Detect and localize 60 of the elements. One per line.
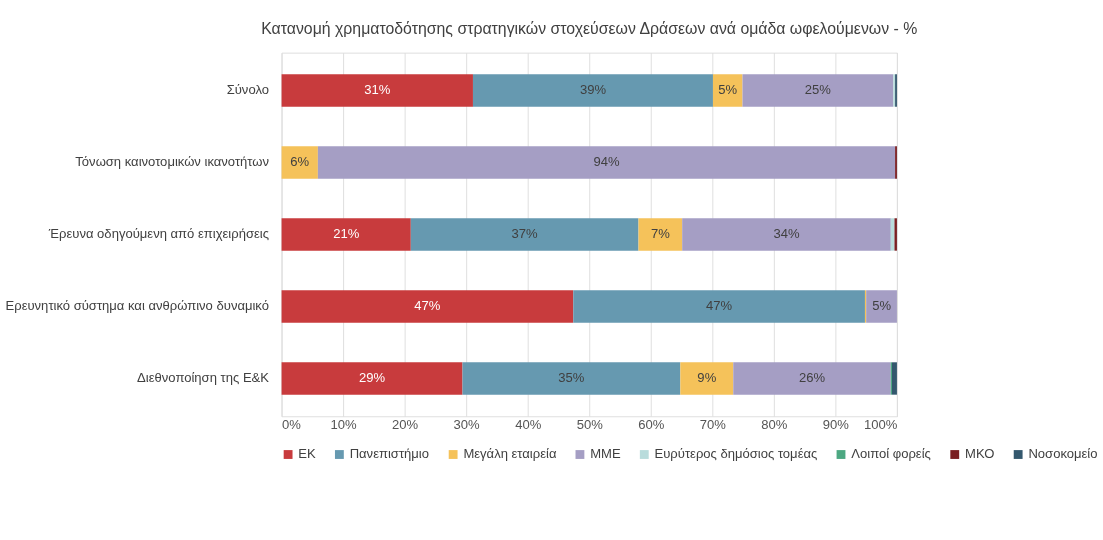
y-tick-label: Τόνωση καινοτομικών ικανοτήτων: [75, 154, 270, 170]
data-label: 25%: [804, 82, 832, 98]
data-label: 47%: [706, 298, 733, 314]
bar: [281, 74, 473, 107]
bar: [281, 290, 574, 323]
y-tick-label: Διεθνοποίηση της Ε&Κ: [137, 370, 270, 386]
bar: [682, 218, 891, 251]
x-tick-label: 80%: [761, 416, 788, 432]
legend-label: Μεγάλη εταιρεία: [463, 446, 557, 462]
x-tick-label: 90%: [822, 416, 850, 432]
legend-label: ΜΜΕ: [590, 446, 621, 462]
x-tick-label: 40%: [515, 416, 542, 432]
data-label: 9%: [697, 370, 717, 386]
legend-label: Πανεπιστήμιο: [349, 446, 429, 462]
bar: [410, 218, 639, 251]
x-tick-label: 60%: [638, 416, 665, 432]
legend-label: ΜΚΟ: [965, 446, 995, 462]
legend-label: ΕΚ: [298, 446, 317, 462]
legend-label: Ευρύτερος δημόσιος τομέας: [654, 446, 818, 462]
data-label: 34%: [773, 226, 800, 242]
bar: [638, 218, 683, 251]
bar: [892, 362, 897, 395]
legend-label: Νοσοκομείο: [1028, 446, 1098, 462]
x-tick-label: 70%: [699, 416, 727, 432]
bar: [573, 290, 865, 323]
bar: [462, 362, 681, 395]
bar: [281, 146, 318, 179]
data-label: 37%: [511, 226, 539, 242]
y-tick-label: Ερευνητικό σύστημα και ανθρώπινο δυναμικό: [5, 298, 269, 314]
bar: [680, 362, 734, 395]
chart-title: Κατανομή χρηματοδότησης στρατηγικών στοχεύσεων Δράσεων ανά ομάδα ωφελούμενων - %: [261, 20, 918, 38]
data-label: 39%: [579, 82, 607, 98]
data-label: 94%: [593, 154, 620, 170]
data-label: 6%: [290, 154, 310, 170]
x-tick-label: 20%: [392, 416, 419, 432]
x-tick-label: 50%: [576, 416, 604, 432]
data-label: 47%: [414, 298, 441, 314]
data-label: 5%: [872, 298, 892, 314]
y-tick-label: Σύνολο: [226, 82, 269, 98]
bar: [281, 362, 463, 395]
bar: [866, 290, 897, 323]
legend-label: Λοιποί φορείς: [851, 446, 931, 462]
bar: [281, 218, 411, 251]
data-label: 31%: [364, 82, 391, 98]
x-tick-label: 30%: [453, 416, 481, 432]
data-label: 35%: [558, 370, 585, 386]
bar: [317, 146, 896, 179]
bar: [742, 74, 894, 107]
data-label: 5%: [718, 82, 738, 98]
x-tick-label: 0%: [282, 416, 302, 432]
data-label: 7%: [650, 226, 671, 242]
x-tick-label: 100%: [864, 416, 898, 432]
bar: [733, 362, 891, 395]
data-label: 26%: [798, 370, 826, 386]
bar: [472, 74, 713, 107]
y-tick-label: Έρευνα οδηγούμενη από επιχειρήσεις: [47, 226, 269, 242]
bar: [894, 218, 897, 251]
data-label: 29%: [358, 370, 386, 386]
data-label: 21%: [333, 226, 360, 242]
x-tick-label: 10%: [330, 416, 358, 432]
